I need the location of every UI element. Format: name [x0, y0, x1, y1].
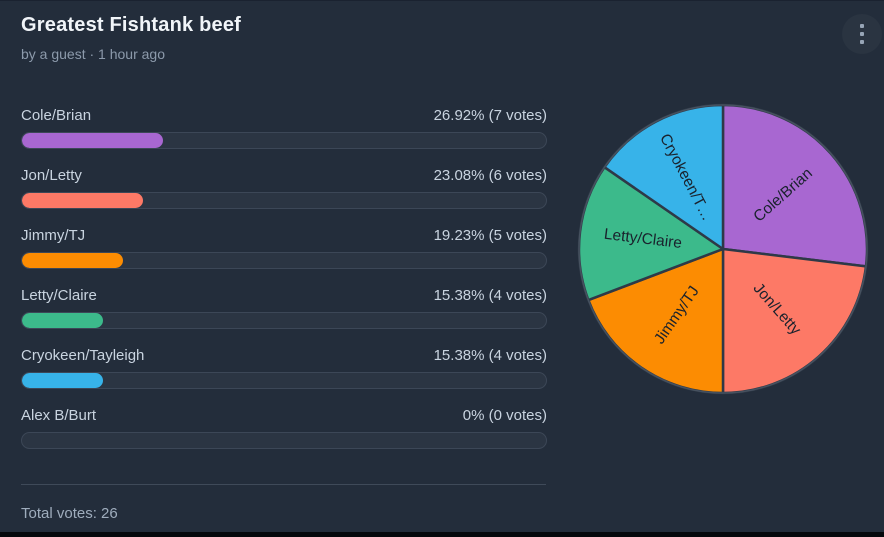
- poll-option-row: Letty/Claire 15.38% (4 votes): [21, 284, 547, 344]
- progress-track: [21, 252, 547, 269]
- kebab-menu-icon: [860, 40, 864, 44]
- divider: [21, 484, 546, 485]
- poll-option-row: Cryokeen/Tayleigh 15.38% (4 votes): [21, 344, 547, 404]
- poll-option-row: Jimmy/TJ 19.23% (5 votes): [21, 224, 547, 284]
- poll-option-row: Jon/Letty 23.08% (6 votes): [21, 164, 547, 224]
- poll-option-row: Alex B/Burt 0% (0 votes): [21, 404, 547, 464]
- kebab-menu-icon: [860, 24, 864, 28]
- option-label: Jimmy/TJ: [21, 227, 86, 244]
- option-label: Letty/Claire: [21, 287, 97, 304]
- progress-track: [21, 312, 547, 329]
- option-label: Cole/Brian: [21, 107, 92, 124]
- pie-chart: Cole/Brian Jon/Letty Jimmy/TJ Letty/Claire C…: [575, 101, 871, 397]
- more-options-button[interactable]: [842, 14, 882, 54]
- pie-outline: [578, 104, 868, 394]
- progress-track: [21, 372, 547, 389]
- progress-fill: [22, 193, 143, 208]
- poll-options-list: Cole/Brian 26.92% (7 votes) Jon/Letty 23.08…: [21, 104, 547, 464]
- kebab-menu-icon: [860, 32, 864, 36]
- option-result: 19.23% (5 votes): [433, 227, 547, 244]
- option-result: 26.92% (7 votes): [433, 107, 547, 124]
- progress-track: [21, 192, 547, 209]
- option-result: 0% (0 votes): [462, 407, 547, 424]
- option-label: Jon/Letty: [21, 167, 82, 184]
- progress-fill: [22, 373, 103, 388]
- progress-fill: [22, 253, 123, 268]
- poll-title: Greatest Fishtank beef: [21, 14, 242, 36]
- progress-fill: [22, 133, 164, 148]
- option-label: Alex B/Burt: [21, 407, 97, 424]
- option-result: 15.38% (4 votes): [433, 287, 547, 304]
- progress-fill: [22, 313, 103, 328]
- option-label: Cryokeen/Tayleigh: [21, 347, 145, 364]
- progress-track: [21, 132, 547, 149]
- progress-track: [21, 432, 547, 449]
- option-result: 15.38% (4 votes): [433, 347, 547, 364]
- option-result: 23.08% (6 votes): [433, 167, 547, 184]
- bottom-strip: [0, 532, 884, 537]
- poll-byline: by a guest · 1 hour ago: [21, 46, 165, 62]
- poll-option-row: Cole/Brian 26.92% (7 votes): [21, 104, 547, 164]
- poll-header: Greatest Fishtank beef by a guest · 1 ho…: [21, 14, 824, 62]
- total-votes: Total votes: 26: [21, 505, 118, 522]
